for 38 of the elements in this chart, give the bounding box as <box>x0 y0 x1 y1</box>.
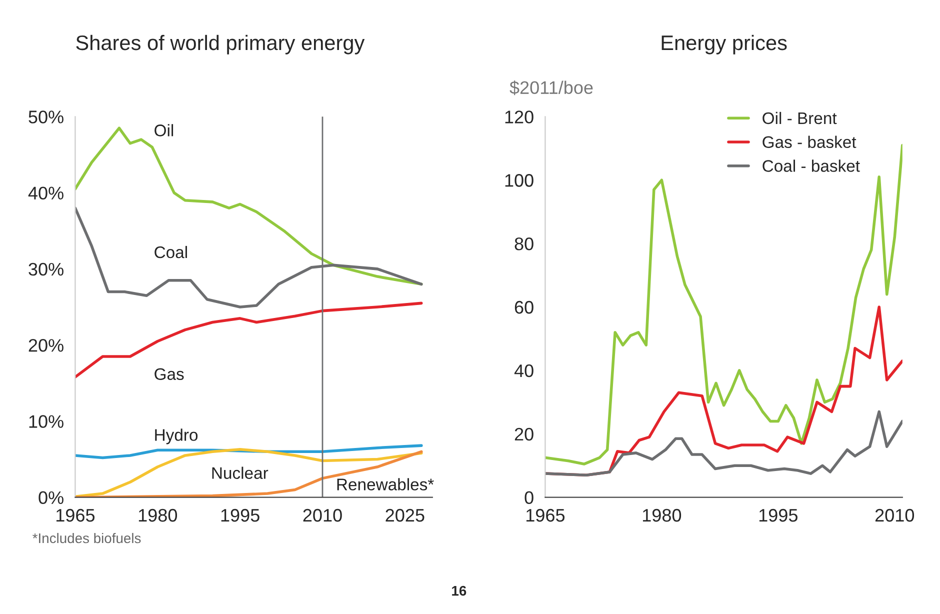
x-tick-label: 1995 <box>221 508 260 522</box>
series-label: Hydro <box>155 428 198 444</box>
legend-label: Gas - basket <box>762 136 856 148</box>
text: 16 <box>452 586 466 596</box>
line-series <box>75 302 423 378</box>
y-tick-label: 40 <box>514 364 534 378</box>
legend-label: Coal - basket <box>762 160 860 172</box>
x-tick-label: 1965 <box>526 508 565 522</box>
y-tick-label: 60 <box>514 300 534 314</box>
y-tick-label: 20% <box>28 339 64 352</box>
x-tick-label: 1995 <box>759 508 798 522</box>
legend-label: Oil - Brent <box>762 112 837 124</box>
y-tick-label: 10% <box>29 415 64 428</box>
y-tick-label: 100 <box>505 174 534 187</box>
chart-title: Energy prices <box>662 34 787 54</box>
x-tick-label: 1980 <box>642 508 682 522</box>
x-tick-label: 1980 <box>138 508 178 522</box>
y-tick-label: 20 <box>514 428 534 441</box>
text: *Includes biofuels <box>32 532 141 544</box>
y-tick-label: 30% <box>28 262 64 276</box>
y-tick-label: 50% <box>28 110 64 124</box>
series-label: Nuclear <box>212 466 268 479</box>
y-tick-label: 120 <box>505 110 534 124</box>
x-tick-label: 2025 <box>386 508 424 522</box>
series-label: Coal <box>154 246 187 258</box>
y-tick-label: 40% <box>28 186 64 200</box>
series-label: Oil <box>154 124 174 136</box>
y-tick-label: 0 <box>524 491 534 504</box>
y-tick-label: 80 <box>514 237 534 250</box>
y-tick-label: 0% <box>38 491 64 504</box>
x-tick-label: 2010 <box>875 508 914 522</box>
y-axis-title: $2011/boe <box>510 80 593 96</box>
chart-title: Shares of world primary energy <box>76 34 365 54</box>
x-tick-label: 2010 <box>303 508 342 522</box>
x-tick-label: 1965 <box>56 508 95 522</box>
series-label: Renewables* <box>337 478 434 490</box>
series-label: Gas <box>154 368 184 380</box>
line-series <box>545 410 902 477</box>
